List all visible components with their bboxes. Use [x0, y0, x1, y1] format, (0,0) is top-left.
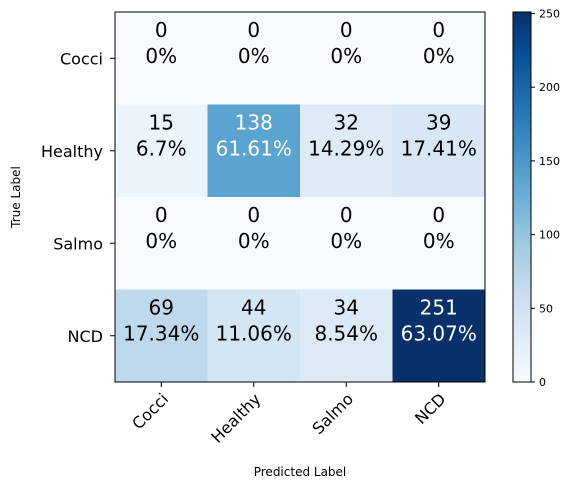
colorbar-tick-label: 100 — [539, 229, 560, 242]
plot-frame — [114, 11, 486, 383]
colorbar-tick-label: 250 — [539, 7, 560, 20]
cell-percent-label: 14.29% — [308, 137, 384, 161]
heatmap-cell — [300, 12, 393, 105]
cell-count-label: 15 — [149, 111, 174, 135]
colorbar-tick-label: 0 — [539, 376, 546, 389]
cell-count-label: 69 — [149, 296, 174, 320]
cell-count-label: 251 — [420, 296, 458, 320]
cell-percent-label: 6.7% — [136, 137, 187, 161]
cell-count-label: 0 — [155, 18, 168, 42]
y-axis-label: True Label — [9, 166, 23, 229]
heatmap-cell — [300, 289, 393, 383]
heatmap-cell — [115, 12, 208, 105]
heatmap-cell — [207, 12, 301, 105]
cell-percent-label: 63.07% — [401, 322, 477, 346]
colorbar-tick-label: 150 — [539, 155, 560, 168]
cell-percent-label: 0% — [330, 44, 362, 68]
x-axis-label: Predicted Label — [254, 465, 347, 479]
heatmap-cell — [392, 289, 486, 383]
x-tick-label: NCD — [411, 389, 450, 428]
cell-count-label: 0 — [340, 203, 353, 227]
heatmap-cell — [392, 197, 486, 290]
cell-count-label: 39 — [426, 111, 451, 135]
colorbar-tick-label: 200 — [539, 81, 560, 94]
x-tick-labels: Cocci Healthy Salmo NCD — [128, 382, 450, 447]
heatmap-cells — [115, 12, 486, 383]
heatmap-cell — [207, 104, 301, 198]
y-tick-label: Salmo — [53, 234, 103, 253]
cell-percent-label: 17.41% — [401, 137, 477, 161]
cell-count-label: 0 — [432, 203, 445, 227]
x-tick-label: Cocci — [128, 389, 172, 433]
colorbar-ticks: 0 50 100 150 200 250 — [531, 7, 560, 389]
cell-count-label: 32 — [334, 111, 359, 135]
cell-count-label: 44 — [241, 296, 266, 320]
cell-percent-label: 8.54% — [314, 322, 378, 346]
y-tick-label: Cocci — [60, 49, 103, 68]
cell-percent-label: 0% — [423, 44, 455, 68]
cell-percent-label: 0% — [238, 44, 270, 68]
cell-count-label: 0 — [247, 18, 260, 42]
cell-count-label: 0 — [155, 203, 168, 227]
heatmap-cell — [115, 104, 208, 198]
cell-count-label: 138 — [235, 111, 273, 135]
colorbar-tick-label: 50 — [539, 302, 553, 315]
x-tick-label: Salmo — [308, 389, 357, 438]
heatmap-cell-labels: 00%00%00%00%156.7%13861.61%3214.29%3917.… — [123, 18, 477, 346]
cell-percent-label: 0% — [423, 229, 455, 253]
heatmap-cell — [300, 197, 393, 290]
y-tick-labels: Cocci Healthy Salmo NCD — [41, 49, 115, 346]
heatmap-cell — [300, 104, 393, 198]
cell-count-label: 0 — [340, 18, 353, 42]
cell-percent-label: 0% — [145, 44, 177, 68]
heatmap-cell — [392, 12, 486, 105]
y-tick-label: NCD — [68, 327, 103, 346]
heatmap-cell — [207, 197, 301, 290]
heatmap-cell — [115, 289, 208, 383]
cell-count-label: 0 — [432, 18, 445, 42]
heatmap-cell — [392, 104, 486, 198]
cell-percent-label: 0% — [145, 229, 177, 253]
y-tick-label: Healthy — [41, 142, 103, 161]
cell-percent-label: 11.06% — [216, 322, 292, 346]
cell-count-label: 34 — [334, 296, 359, 320]
cell-percent-label: 17.34% — [123, 322, 199, 346]
cell-count-label: 0 — [247, 203, 260, 227]
heatmap-cell — [207, 289, 301, 383]
heatmap-cell — [115, 197, 208, 290]
cell-percent-label: 0% — [238, 229, 270, 253]
colorbar — [512, 11, 532, 383]
x-tick-label: Healthy — [207, 389, 264, 446]
cell-percent-label: 0% — [330, 229, 362, 253]
cell-percent-label: 61.61% — [216, 137, 292, 161]
